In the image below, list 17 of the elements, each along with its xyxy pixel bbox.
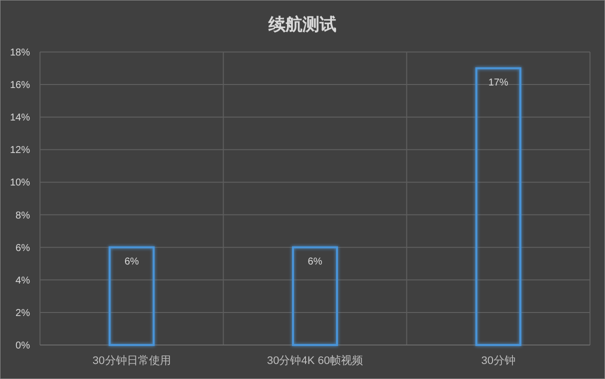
data-label: 6% bbox=[124, 256, 139, 268]
y-tick-label: 4% bbox=[16, 275, 30, 286]
y-tick-label: 14% bbox=[10, 112, 30, 124]
y-tick-label: 12% bbox=[10, 145, 30, 156]
data-label: 17% bbox=[488, 77, 508, 88]
y-tick-label: 16% bbox=[10, 80, 30, 92]
y-tick-label: 2% bbox=[16, 308, 30, 319]
y-tick-label: 10% bbox=[10, 178, 30, 189]
y-tick-label: 8% bbox=[16, 210, 30, 222]
y-tick-label: 6% bbox=[16, 242, 30, 254]
chart-title: 续航测试 bbox=[268, 15, 336, 34]
x-tick-label: 30分钟4K 60帧视频 bbox=[267, 354, 363, 367]
data-label: 6% bbox=[308, 256, 322, 268]
x-tick-label: 30分钟日常使用 bbox=[92, 354, 171, 367]
y-tick-label: 18% bbox=[10, 48, 30, 58]
x-tick-label: 30分钟 bbox=[481, 355, 516, 367]
y-tick-label: 0% bbox=[16, 340, 30, 352]
